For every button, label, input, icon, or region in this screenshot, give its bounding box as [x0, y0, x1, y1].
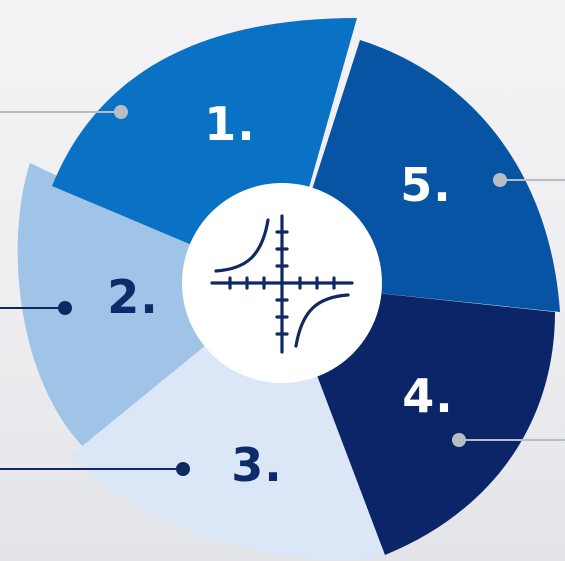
leader-dot-3 [176, 462, 190, 476]
leader-dot-2 [58, 301, 72, 315]
segment-1-label: 1. [204, 97, 255, 151]
hyperbola-graph-icon [210, 214, 354, 354]
segment-3-label: 3. [231, 438, 282, 492]
segment-5-label: 5. [400, 158, 451, 212]
leader-dot-5 [493, 173, 507, 187]
leader-dot-1 [114, 105, 128, 119]
segment-4-label: 4. [402, 369, 453, 423]
segment-2-label: 2. [107, 270, 158, 324]
segment-2-wedge [17, 163, 283, 452]
leader-dot-4 [452, 433, 466, 447]
